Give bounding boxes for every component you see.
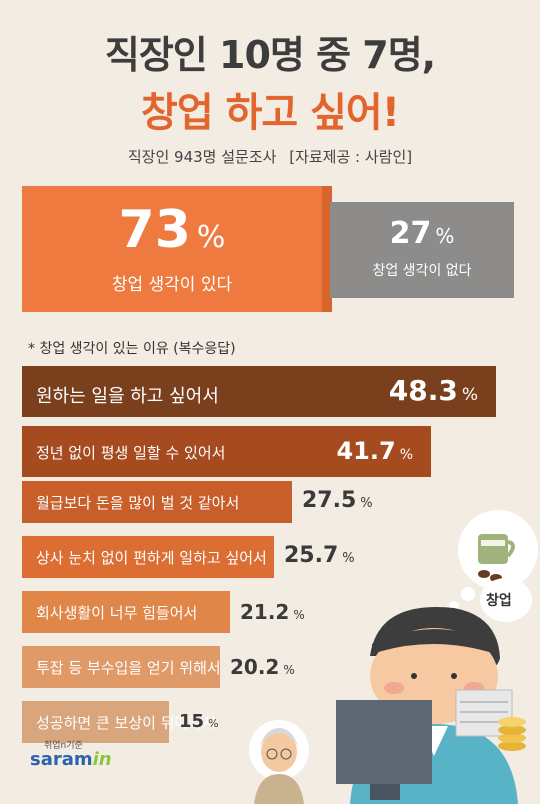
saramin-logo: 취업n기준 saramin xyxy=(30,738,112,770)
bar-1 xyxy=(22,366,496,417)
chart-coins-illustration xyxy=(455,689,526,751)
bar-7 xyxy=(22,701,169,743)
bar-value-unit-5: % xyxy=(293,607,305,622)
subtitle: 직장인 943명 설문조사 [자료제공 : 사람인] xyxy=(0,146,540,167)
bar-value-unit-7: % xyxy=(208,716,219,730)
coffee-cup-icon xyxy=(478,534,508,564)
source-text: [자료제공 : 사람인] xyxy=(289,148,413,166)
title-line-2: 창업 하고 싶어! xyxy=(141,90,400,136)
computer-monitor xyxy=(336,700,432,784)
bar-value-2: 41.7% xyxy=(336,437,413,465)
survey-text: 직장인 943명 설문조사 xyxy=(127,148,277,166)
bar-value-7: 15% xyxy=(179,711,219,732)
bar-value-number-7: 15 xyxy=(179,710,205,732)
bar-value-number-6: 20.2 xyxy=(230,654,280,679)
logo-wordmark: saramin xyxy=(30,749,112,770)
bar-value-number-5: 21.2 xyxy=(240,599,290,624)
bar-value-4: 25.7% xyxy=(284,543,355,568)
no-summary-box: 27% 창업 생각이 없다 xyxy=(330,202,514,298)
bar-value-1: 48.3% xyxy=(389,374,478,407)
no-percent: 27% xyxy=(330,216,514,251)
coin-stack-icon xyxy=(498,741,526,751)
bar-value-number-2: 41.7 xyxy=(336,436,396,465)
bar-label-2: 정년 없이 평생 일할 수 있어서 xyxy=(36,443,226,462)
yes-percent-value: 73 xyxy=(118,200,191,260)
bar-value-5: 21.2% xyxy=(240,600,305,624)
bar-3 xyxy=(22,481,292,523)
bar-value-3: 27.5% xyxy=(302,488,373,513)
coffee-bean-icon xyxy=(478,570,490,578)
bar-value-unit-2: % xyxy=(399,446,413,463)
bar-value-unit-1: % xyxy=(461,385,478,406)
yes-label: 창업 생각이 있다 xyxy=(111,275,233,295)
startup-bubble xyxy=(480,578,532,622)
bar-value-6: 20.2% xyxy=(230,655,295,679)
bar-value-unit-3: % xyxy=(360,496,373,512)
bar-value-unit-4: % xyxy=(342,551,355,567)
reasons-title: * 창업 생각이 있는 이유 (복수응답) xyxy=(28,341,236,357)
bubble-dot-medium xyxy=(461,587,475,601)
bar-6 xyxy=(22,646,220,688)
no-percent-unit: % xyxy=(435,224,455,248)
yes-percent-unit: % xyxy=(196,220,226,255)
bar-value-unit-6: % xyxy=(283,662,295,677)
no-label: 창업 생각이 없다 xyxy=(372,263,472,279)
yes-summary-box: 73% 창업 생각이 있다 xyxy=(22,186,322,312)
logo-tagline: 취업n기준 xyxy=(44,741,83,751)
bar-value-number-1: 48.3 xyxy=(388,374,458,408)
logo-main-text: saram xyxy=(30,749,93,770)
bar-label-3: 월급보다 돈을 많이 벌 것 같아서 xyxy=(36,494,240,512)
startup-bubble-label: 창업 xyxy=(486,593,512,609)
bar-label-6: 투잡 등 부수입을 얻기 위해서 xyxy=(36,659,221,677)
title-line-1: 직장인 10명 중 7명, xyxy=(104,33,436,77)
old-man-illustration xyxy=(249,720,309,804)
yes-percent: 73% xyxy=(22,200,322,260)
thought-bubble-illustration xyxy=(449,510,538,611)
bar-label-5: 회사생활이 너무 힘들어서 xyxy=(36,604,198,622)
bar-value-number-3: 27.5 xyxy=(302,488,357,514)
bar-2 xyxy=(22,426,431,477)
bar-label-1: 원하는 일을 하고 싶어서 xyxy=(36,385,219,407)
bar-5 xyxy=(22,591,230,633)
bar-value-number-4: 25.7 xyxy=(284,543,339,569)
logo-accent-text: in xyxy=(92,749,112,770)
bar-4 xyxy=(22,536,274,578)
no-percent-value: 27 xyxy=(389,216,432,251)
bar-label-4: 상사 눈치 없이 편하게 일하고 싶어서 xyxy=(36,549,267,567)
bar-label-7: 성공하면 큰 보상이 뒤따라서 xyxy=(36,714,216,732)
